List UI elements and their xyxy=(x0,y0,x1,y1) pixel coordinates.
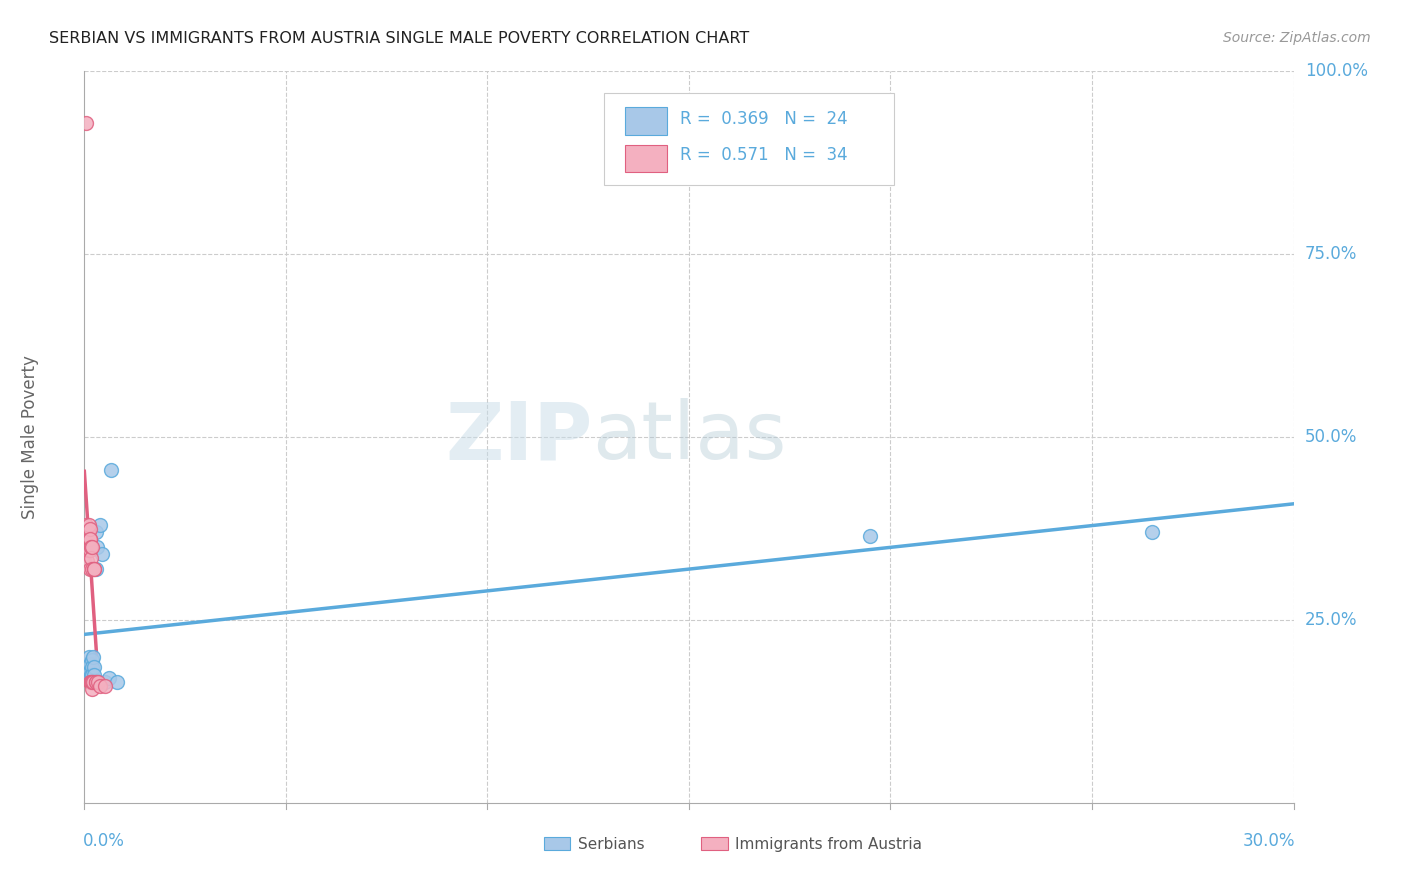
Text: atlas: atlas xyxy=(592,398,786,476)
Point xyxy=(89,517,111,532)
Point xyxy=(77,667,100,681)
Point xyxy=(80,550,103,565)
Point xyxy=(82,649,104,664)
Point xyxy=(80,562,103,576)
Point xyxy=(75,517,97,532)
Point xyxy=(86,525,108,540)
Point xyxy=(76,525,98,540)
Point xyxy=(80,540,103,554)
Point xyxy=(83,562,105,576)
Point xyxy=(77,649,100,664)
Point xyxy=(91,547,114,561)
Text: 0.0%: 0.0% xyxy=(83,832,125,850)
Point xyxy=(82,675,104,690)
Point xyxy=(89,679,111,693)
Point xyxy=(93,679,115,693)
Point xyxy=(77,525,100,540)
Point xyxy=(1142,525,1164,540)
Point xyxy=(76,554,98,568)
Point xyxy=(100,463,122,477)
Text: Single Male Poverty: Single Male Poverty xyxy=(21,355,39,519)
Point xyxy=(859,529,882,543)
Point xyxy=(76,657,98,671)
Text: ZIP: ZIP xyxy=(444,398,592,476)
Text: R =  0.369   N =  24: R = 0.369 N = 24 xyxy=(681,110,848,128)
Point xyxy=(93,675,115,690)
Point xyxy=(82,667,104,681)
Point xyxy=(76,533,98,547)
FancyBboxPatch shape xyxy=(624,145,668,172)
Point xyxy=(83,667,105,681)
Text: 100.0%: 100.0% xyxy=(1305,62,1368,80)
Point xyxy=(87,675,110,690)
Point xyxy=(79,675,101,690)
Text: 25.0%: 25.0% xyxy=(1305,611,1357,629)
Text: R =  0.571   N =  34: R = 0.571 N = 34 xyxy=(681,146,848,164)
Point xyxy=(86,562,108,576)
Point xyxy=(83,660,105,674)
FancyBboxPatch shape xyxy=(624,107,668,135)
Point xyxy=(86,540,108,554)
Point xyxy=(87,675,110,690)
Point xyxy=(105,675,128,690)
Point xyxy=(75,115,97,129)
Point xyxy=(83,562,105,576)
Point xyxy=(86,675,108,690)
Point xyxy=(79,543,101,558)
Point xyxy=(80,675,103,690)
FancyBboxPatch shape xyxy=(702,838,728,850)
Point xyxy=(79,657,101,671)
Point xyxy=(80,653,103,667)
Text: Immigrants from Austria: Immigrants from Austria xyxy=(735,837,922,852)
Point xyxy=(82,660,104,674)
Point xyxy=(77,543,100,558)
Point xyxy=(82,540,104,554)
Point xyxy=(97,672,120,686)
Point xyxy=(79,664,101,678)
Point xyxy=(80,667,103,681)
Point xyxy=(79,533,101,547)
Text: 50.0%: 50.0% xyxy=(1305,428,1357,446)
Text: 75.0%: 75.0% xyxy=(1305,245,1357,263)
Point xyxy=(77,536,100,550)
Point xyxy=(79,533,101,547)
Text: 30.0%: 30.0% xyxy=(1243,832,1295,850)
Point xyxy=(79,562,101,576)
Point xyxy=(79,521,101,535)
Point xyxy=(77,517,100,532)
Point xyxy=(77,533,100,547)
Point xyxy=(79,540,101,554)
Text: SERBIAN VS IMMIGRANTS FROM AUSTRIA SINGLE MALE POVERTY CORRELATION CHART: SERBIAN VS IMMIGRANTS FROM AUSTRIA SINGL… xyxy=(49,31,749,46)
FancyBboxPatch shape xyxy=(544,838,571,850)
Point xyxy=(80,682,103,697)
Point xyxy=(76,540,98,554)
Text: Source: ZipAtlas.com: Source: ZipAtlas.com xyxy=(1223,31,1371,45)
Point xyxy=(86,675,108,690)
FancyBboxPatch shape xyxy=(605,94,894,185)
Point xyxy=(76,533,98,547)
Text: Serbians: Serbians xyxy=(578,837,644,852)
Point xyxy=(82,675,104,690)
